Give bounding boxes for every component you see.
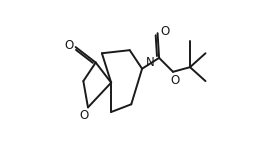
Text: N: N — [146, 56, 155, 69]
Text: O: O — [160, 25, 169, 38]
Text: O: O — [80, 109, 89, 122]
Text: O: O — [64, 39, 73, 52]
Text: O: O — [171, 74, 180, 87]
